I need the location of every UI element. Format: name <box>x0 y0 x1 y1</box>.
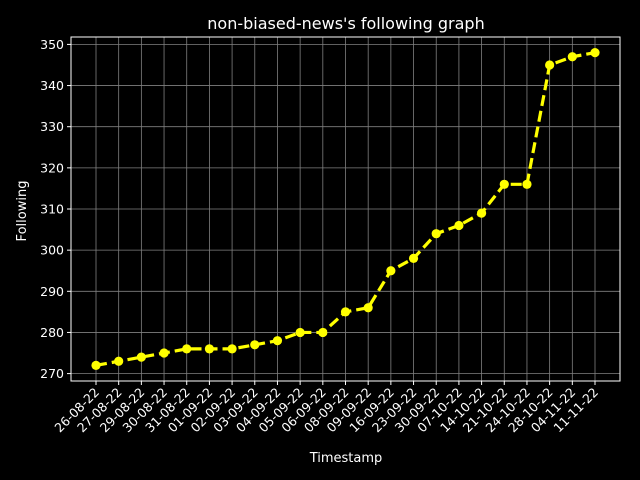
y-tick-label: 350 <box>40 37 64 52</box>
data-point <box>454 220 464 231</box>
data-point <box>295 327 305 338</box>
data-point <box>545 60 555 70</box>
x-axis-label: Timestamp <box>309 451 383 466</box>
y-tick-label: 320 <box>40 160 64 175</box>
y-tick-label: 310 <box>40 202 64 217</box>
data-point <box>159 348 169 358</box>
y-axis-ticks: 270 280 290 300 310 320 330 340 350 <box>40 37 71 381</box>
data-point <box>363 303 373 313</box>
data-point <box>204 344 215 354</box>
data-point <box>476 208 487 218</box>
y-tick-label: 340 <box>40 78 64 93</box>
chart-title: non-biased-news's following graph <box>207 14 484 33</box>
data-point <box>567 52 577 62</box>
y-tick-label: 270 <box>40 366 64 381</box>
data-point <box>272 336 283 346</box>
series-points-layer <box>91 48 600 370</box>
y-tick-label: 290 <box>40 284 64 299</box>
data-point <box>340 307 351 317</box>
grid <box>71 37 620 381</box>
y-tick-label: 280 <box>40 325 64 340</box>
data-point <box>522 179 532 189</box>
y-tick-label: 300 <box>40 243 64 258</box>
data-point <box>386 266 396 276</box>
data-point <box>318 327 328 338</box>
y-tick-label: 330 <box>40 119 64 134</box>
data-point <box>408 253 419 263</box>
data-point <box>182 344 192 354</box>
data-point <box>91 360 101 370</box>
data-point <box>431 229 441 239</box>
data-point <box>136 352 146 362</box>
data-point <box>499 179 509 189</box>
data-point <box>250 340 260 350</box>
data-point <box>227 344 237 354</box>
y-axis-label: Following <box>15 181 30 242</box>
data-point <box>590 48 600 58</box>
data-point <box>114 356 124 366</box>
